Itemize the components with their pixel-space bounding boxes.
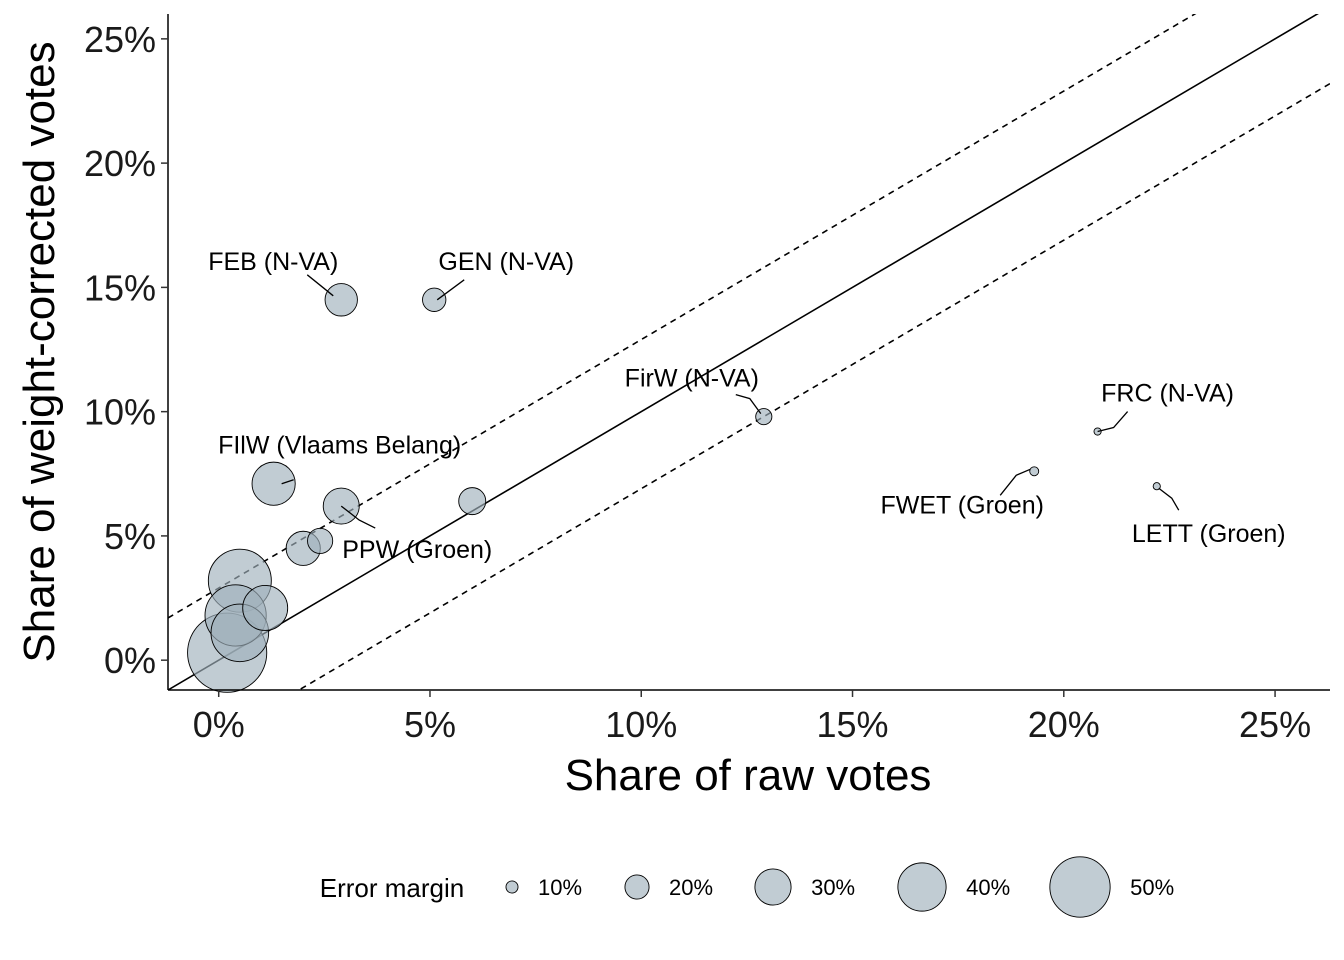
y-tick-label: 5% <box>104 516 156 557</box>
data-point <box>251 461 296 506</box>
data-point <box>242 585 289 631</box>
y-tick-label: 15% <box>84 267 156 308</box>
x-tick-label: 15% <box>816 704 888 745</box>
y-tick-label: 0% <box>104 640 156 681</box>
y-tick-label: 20% <box>84 143 156 184</box>
point-label: LETT (Groen) <box>1132 520 1286 548</box>
x-axis-title: Share of raw votes <box>565 751 932 800</box>
identity-line <box>168 14 1319 690</box>
point-label: FEB (N-VA) <box>208 248 338 276</box>
legend-key <box>624 874 650 900</box>
data-point <box>422 287 447 312</box>
data-point <box>1029 466 1040 477</box>
margin-line-2 <box>297 82 1330 690</box>
data-point <box>458 487 487 516</box>
legend-label: 40% <box>966 875 1010 900</box>
x-tick-label: 5% <box>404 704 456 745</box>
point-label: FirW (N-VA) <box>625 365 759 393</box>
y-axis-title: Share of weight-corrected votes <box>15 41 64 662</box>
label-leader-line <box>1097 411 1129 433</box>
label-leader-line <box>999 468 1031 496</box>
point-label: FWET (Groen) <box>880 491 1043 519</box>
label-leader-line <box>1158 487 1180 511</box>
x-tick-label: 20% <box>1028 704 1100 745</box>
legend-label: 20% <box>669 875 713 900</box>
y-tick-label: 25% <box>84 19 156 60</box>
point-label: FRC (N-VA) <box>1101 380 1234 408</box>
label-leader-line <box>306 274 334 297</box>
margin-line-1 <box>168 14 1197 619</box>
x-tick-label: 25% <box>1239 704 1311 745</box>
legend-key <box>897 862 947 912</box>
x-tick-label: 0% <box>193 704 245 745</box>
legend-key <box>505 880 519 894</box>
data-point <box>1152 482 1161 491</box>
data-point <box>307 527 334 554</box>
point-label: FIlW (Vlaams Belang) <box>218 432 461 460</box>
point-label: PPW (Groen) <box>342 536 492 564</box>
legend-label: 50% <box>1130 875 1174 900</box>
legend-label: 10% <box>538 875 582 900</box>
y-tick-label: 10% <box>84 392 156 433</box>
data-point <box>324 283 358 317</box>
legend-key <box>1049 856 1111 918</box>
y-axis-ticks: 0% 5% 10% 15% 20% 25% <box>84 19 168 681</box>
point-labels: FEB (N-VA) GEN (N-VA) FirW (N-VA) FRC (N-VA… <box>208 248 1285 564</box>
legend: Error margin 10% 20% 30% 40% 50% <box>320 856 1174 918</box>
label-leader-line <box>281 479 294 485</box>
legend-key <box>754 868 792 906</box>
point-label: GEN (N-VA) <box>438 248 574 276</box>
legend-title: Error margin <box>320 873 464 903</box>
reference-lines <box>168 14 1330 690</box>
label-leader-line <box>735 393 762 415</box>
data-points <box>187 283 1161 693</box>
legend-label: 30% <box>811 875 855 900</box>
x-axis-ticks: 0% 5% 10% 15% 20% 25% <box>193 690 1311 745</box>
x-tick-label: 10% <box>605 704 677 745</box>
label-leader-line <box>340 505 376 529</box>
label-leader-line <box>436 279 465 301</box>
